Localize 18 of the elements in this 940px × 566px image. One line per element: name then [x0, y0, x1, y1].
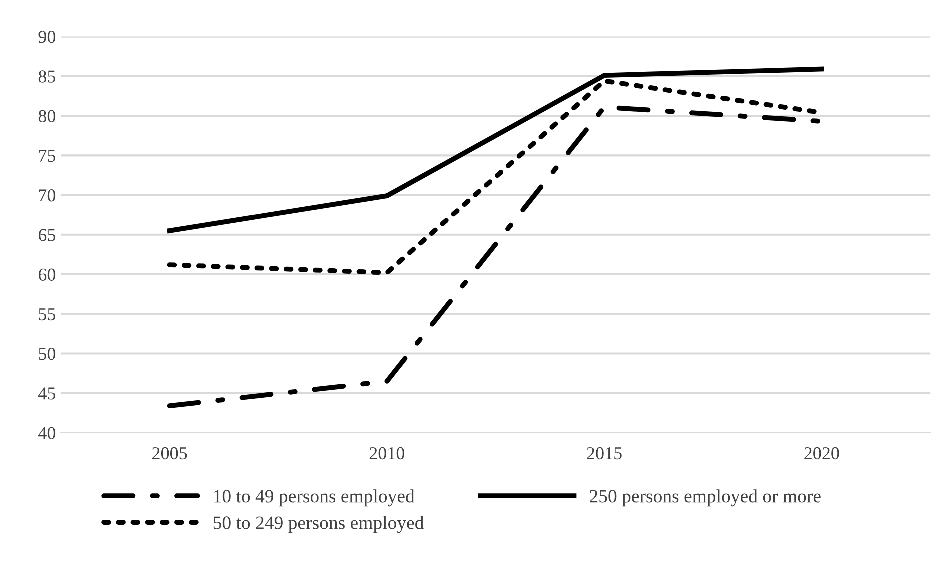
x-tick-label: 2015 — [587, 447, 622, 460]
y-tick-label: 55 — [39, 308, 56, 321]
y-tick-label: 90 — [38, 31, 56, 44]
y-tick-label: 65 — [38, 229, 56, 242]
legend-label: 10 to 49 persons employed — [214, 490, 415, 507]
y-tick-label: 75 — [39, 150, 56, 162]
x-tick-label: 2020 — [804, 447, 840, 460]
legend-label: 250 persons employed or more — [590, 490, 821, 507]
y-tick-label: 80 — [38, 110, 56, 122]
y-tick-label: 85 — [38, 70, 56, 83]
x-tick-label: 2010 — [370, 447, 405, 460]
x-tick-label: 2005 — [152, 447, 188, 460]
y-tick-label: 60 — [38, 268, 56, 281]
y-tick-label: 50 — [39, 348, 56, 360]
legend-label: 50 to 249 persons employed — [214, 516, 424, 534]
y-tick-label: 70 — [39, 190, 56, 202]
y-tick-label: 45 — [38, 388, 56, 400]
y-tick-label: 40 — [38, 427, 56, 440]
